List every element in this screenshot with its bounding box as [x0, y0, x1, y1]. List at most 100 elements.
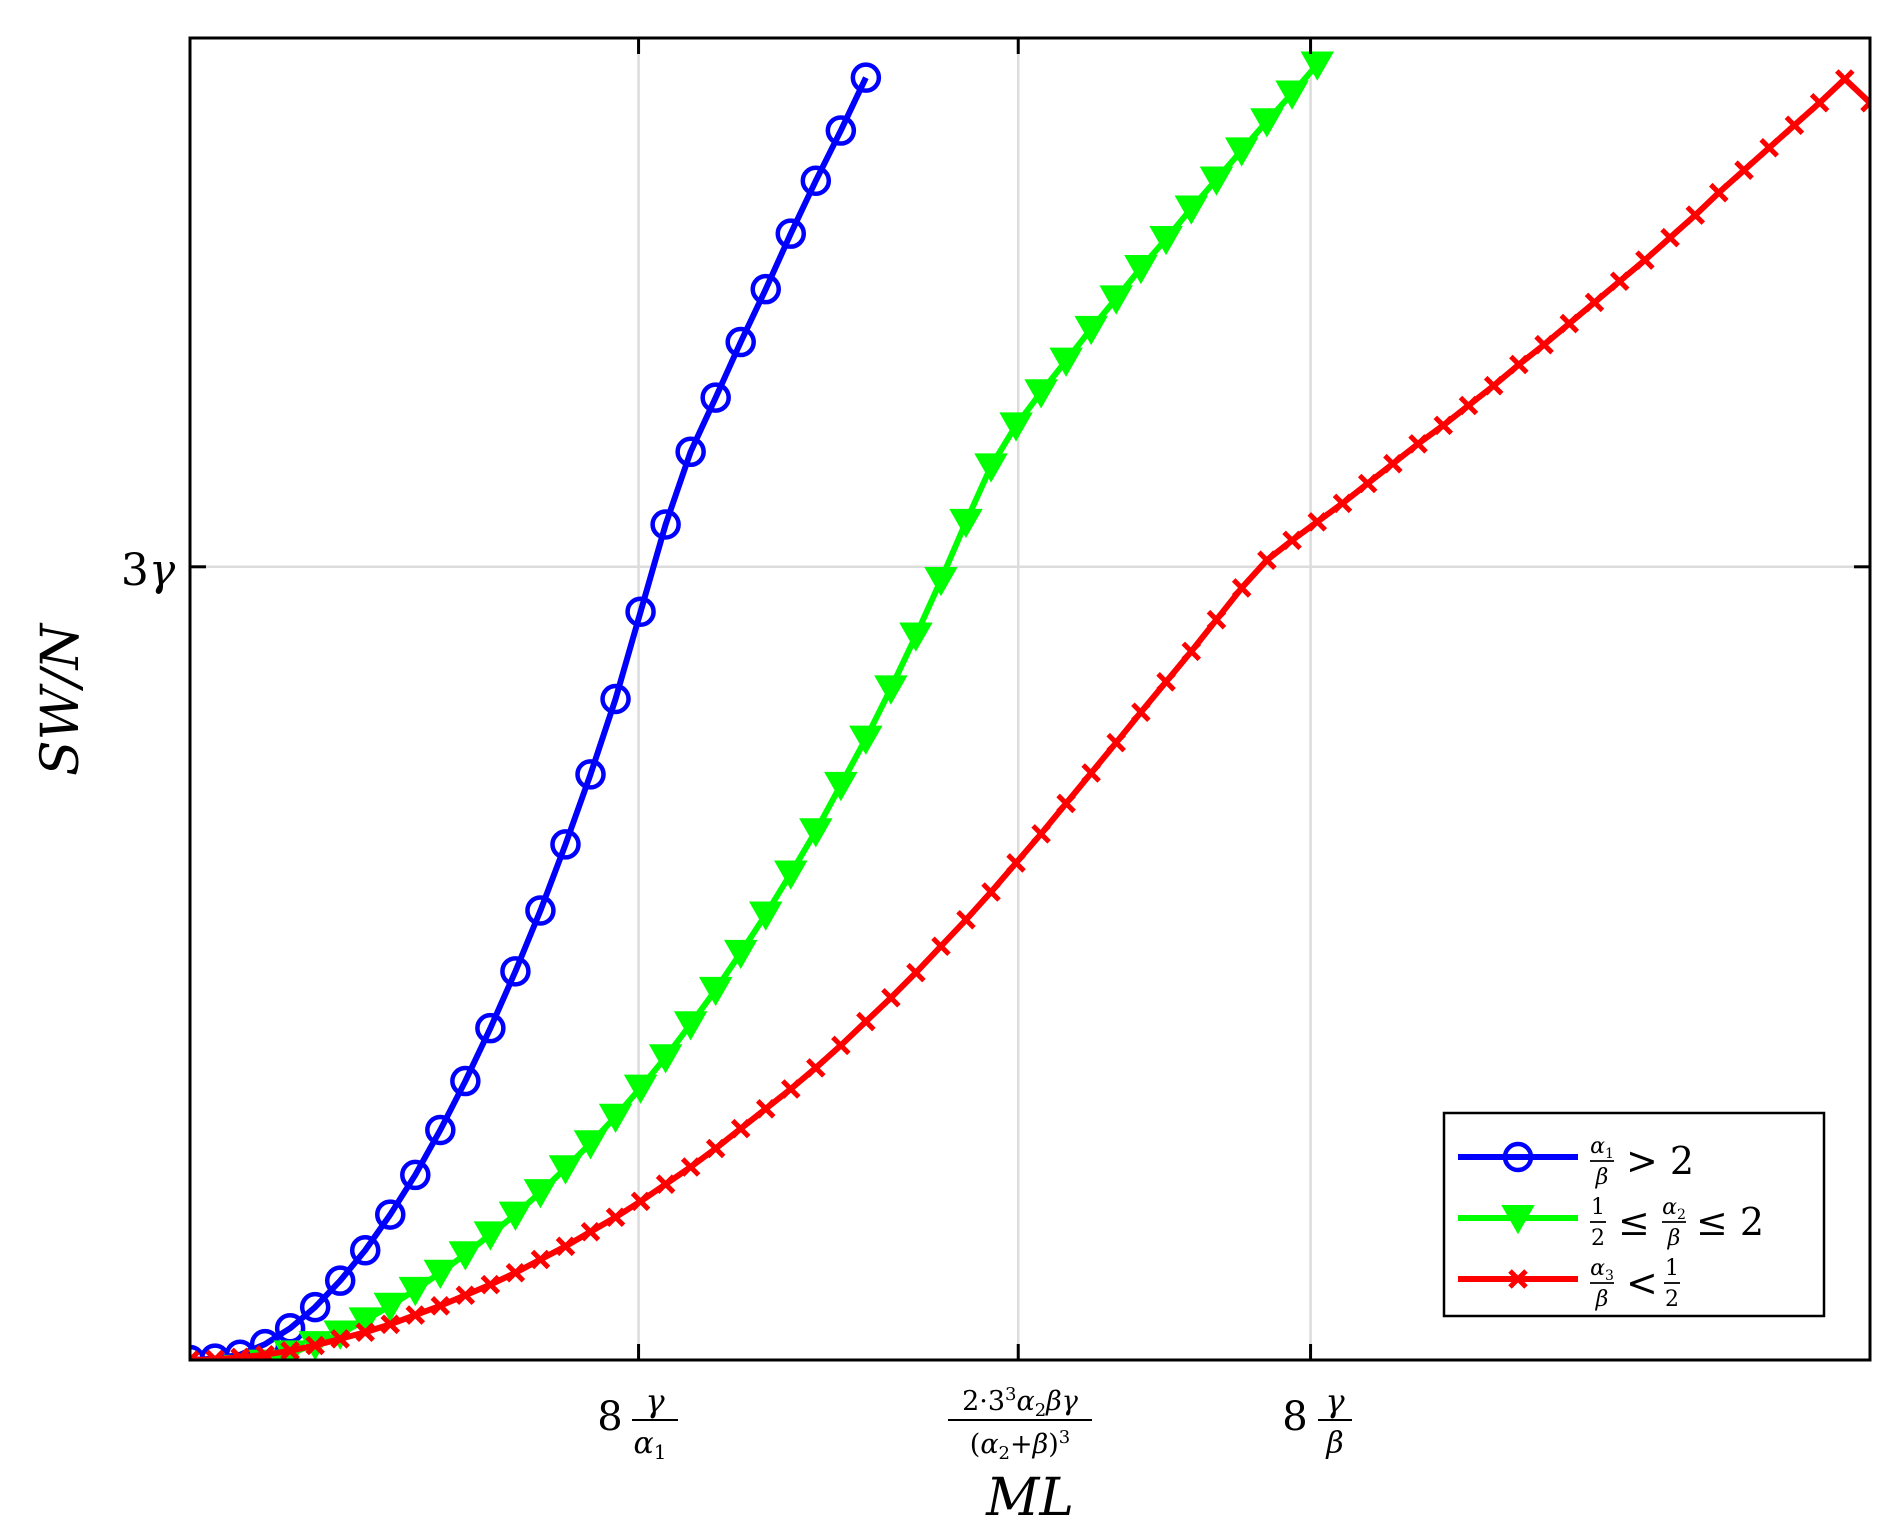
- series-2: [198, 51, 1335, 1360]
- series-2-point-41: [1174, 195, 1209, 225]
- series-3-point-53: [1483, 375, 1504, 396]
- series-2-point-18: [598, 1103, 633, 1134]
- series-3-point-42: [1206, 609, 1227, 630]
- series-2-point-27: [824, 771, 858, 802]
- svg-text:≤ 2: ≤ 2: [1696, 1200, 1764, 1244]
- series-3-point-67: [1835, 69, 1855, 89]
- series-1-point-9: [375, 1199, 406, 1230]
- series-1-point-7: [324, 1265, 356, 1296]
- legend-entry-3-label: α3 β < 1 2: [1590, 1256, 1680, 1312]
- series-3-point-55: [1534, 334, 1554, 355]
- series-2-point-14: [498, 1201, 533, 1231]
- series-1-point-23: [725, 326, 756, 358]
- series-3-point-13: [480, 1274, 501, 1295]
- series-3-point-34: [1006, 853, 1026, 873]
- series-2-point-8: [348, 1307, 382, 1337]
- series-2-point-37: [1074, 315, 1108, 346]
- series-2-point-46: [1300, 51, 1335, 81]
- svg-text:(α2+β)3: (α2+β)3: [970, 1427, 1070, 1464]
- series-3-point-17: [580, 1222, 601, 1242]
- legend-entry-2-label: 1 2 ≤ α2 β ≤ 2: [1590, 1195, 1764, 1251]
- series-3-point-14: [505, 1262, 526, 1283]
- legend-marker-2: [1501, 1205, 1535, 1235]
- svg-text:1: 1: [1591, 1195, 1605, 1220]
- svg-text:β: β: [1325, 1426, 1343, 1461]
- x-axis-label: ML: [985, 1468, 1074, 1528]
- series-1-point-12: [450, 1065, 481, 1097]
- series-3-point-61: [1685, 205, 1706, 225]
- series-1-point-17: [575, 759, 606, 790]
- series-2-point-35: [1024, 379, 1058, 409]
- series-2-point-23: [723, 939, 758, 970]
- series-3-point-21: [680, 1157, 701, 1177]
- series-3-point-52: [1458, 395, 1479, 416]
- series-1-point-6: [299, 1291, 331, 1323]
- svg-text:1: 1: [1665, 1256, 1679, 1281]
- series-3-point-3: [230, 1347, 250, 1360]
- series-1-point-26: [800, 165, 832, 197]
- series-2-point-9: [373, 1292, 407, 1323]
- series-3-point-10: [405, 1305, 426, 1325]
- series-1-point-18: [600, 683, 631, 715]
- series-3-point-39: [1131, 702, 1151, 722]
- series-3-point-37: [1081, 763, 1101, 783]
- series-3-point-47: [1332, 493, 1353, 514]
- series-2-point-31: [924, 567, 958, 597]
- series-1-point-13: [475, 1012, 506, 1044]
- legend-marker-1: [1502, 1141, 1534, 1173]
- series-3-point-36: [1056, 793, 1076, 814]
- series-1-point-15: [525, 895, 556, 926]
- series-3-point-51: [1433, 415, 1454, 436]
- axis-ticks: [190, 38, 1870, 1360]
- svg-text:<: <: [1626, 1261, 1658, 1305]
- series-2-point-42: [1199, 166, 1234, 196]
- series-3-point-62: [1709, 182, 1729, 203]
- series-2-point-43: [1224, 137, 1259, 167]
- series-3-point-44: [1257, 550, 1277, 570]
- series-3-point-43: [1231, 578, 1252, 598]
- series-3-point-31: [931, 936, 951, 956]
- series-2-point-21: [673, 1011, 708, 1041]
- series-1-point-24: [750, 273, 781, 305]
- series-3-point-60: [1660, 227, 1680, 248]
- series-2-point-24: [749, 901, 783, 931]
- series-2-point-39: [1124, 255, 1158, 285]
- series-2-point-15: [523, 1179, 558, 1209]
- series-3-point-30: [906, 962, 926, 983]
- legend-markers: [1458, 1141, 1578, 1289]
- series-3-point-5: [280, 1340, 300, 1360]
- series-3-point-54: [1509, 354, 1529, 375]
- series-1-point-8: [349, 1235, 381, 1266]
- svg-text:α1: α1: [634, 1426, 667, 1464]
- series-2-point-26: [799, 818, 833, 848]
- series-3-point-48: [1357, 473, 1378, 494]
- series-3-point-49: [1383, 453, 1403, 474]
- series-1-point-20: [650, 509, 681, 540]
- grid-lines: [190, 38, 1870, 1360]
- series-3-point-58: [1609, 271, 1630, 292]
- series-3-point-65: [1784, 115, 1805, 136]
- series-2-point-11: [423, 1259, 458, 1290]
- svg-text:> 2: > 2: [1626, 1139, 1694, 1183]
- series-3-point-64: [1759, 137, 1779, 158]
- svg-text:8: 8: [597, 1394, 622, 1440]
- series-2-point-22: [698, 976, 733, 1007]
- svg-text:8: 8: [1282, 1394, 1307, 1440]
- series-3-point-33: [981, 882, 1001, 902]
- series-1-point-19: [625, 596, 656, 627]
- series-2-point-10: [398, 1276, 433, 1307]
- series-3-point-16: [555, 1236, 576, 1257]
- series-1-point-28: [850, 62, 882, 93]
- series-2-point-12: [448, 1241, 483, 1271]
- series-3-point-68: [1860, 93, 1870, 113]
- series-2-point-34: [999, 412, 1033, 442]
- series-2-point-33: [974, 453, 1008, 483]
- series-1-line: [190, 76, 869, 1360]
- series-3-point-63: [1734, 160, 1754, 180]
- series-3-point-41: [1181, 641, 1202, 662]
- series-3-point-8: [355, 1322, 375, 1343]
- series-2-point-32: [949, 508, 983, 539]
- series-3-point-46: [1307, 512, 1328, 532]
- series-3-point-24: [755, 1099, 776, 1119]
